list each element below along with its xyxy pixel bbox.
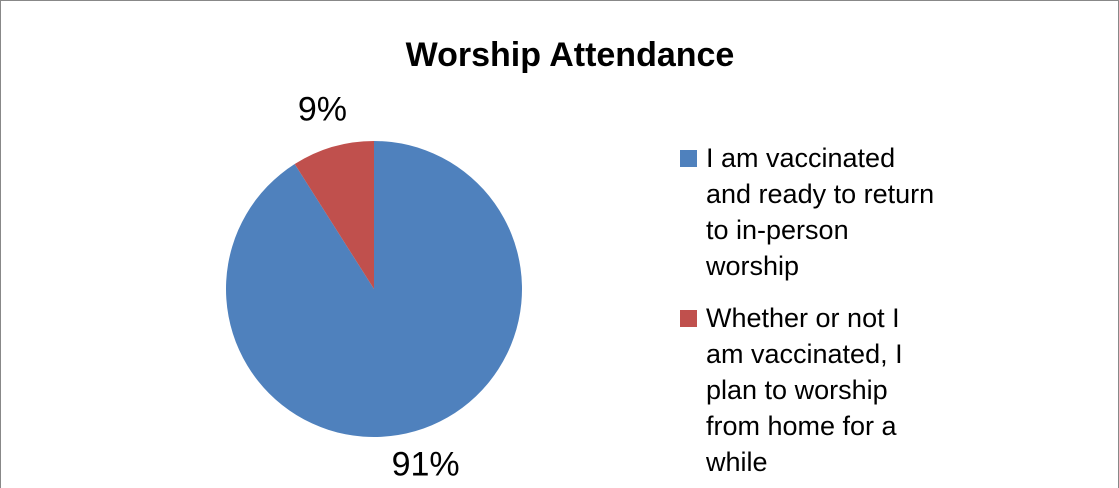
pie-slice (294, 141, 374, 289)
data-label: 9% (298, 90, 347, 128)
legend-label: I am vaccinated and ready to return to i… (706, 143, 935, 281)
legend-label: Whether or not I am vaccinated, I plan t… (706, 303, 903, 477)
legend-swatch (680, 310, 697, 327)
legend-entry: Whether or not I am vaccinated, I plan t… (680, 300, 940, 480)
data-label: 91% (392, 446, 460, 484)
chart-title: Worship Attendance (406, 36, 735, 74)
legend-entry: I am vaccinated and ready to return to i… (680, 140, 940, 284)
legend-swatch (680, 150, 697, 167)
